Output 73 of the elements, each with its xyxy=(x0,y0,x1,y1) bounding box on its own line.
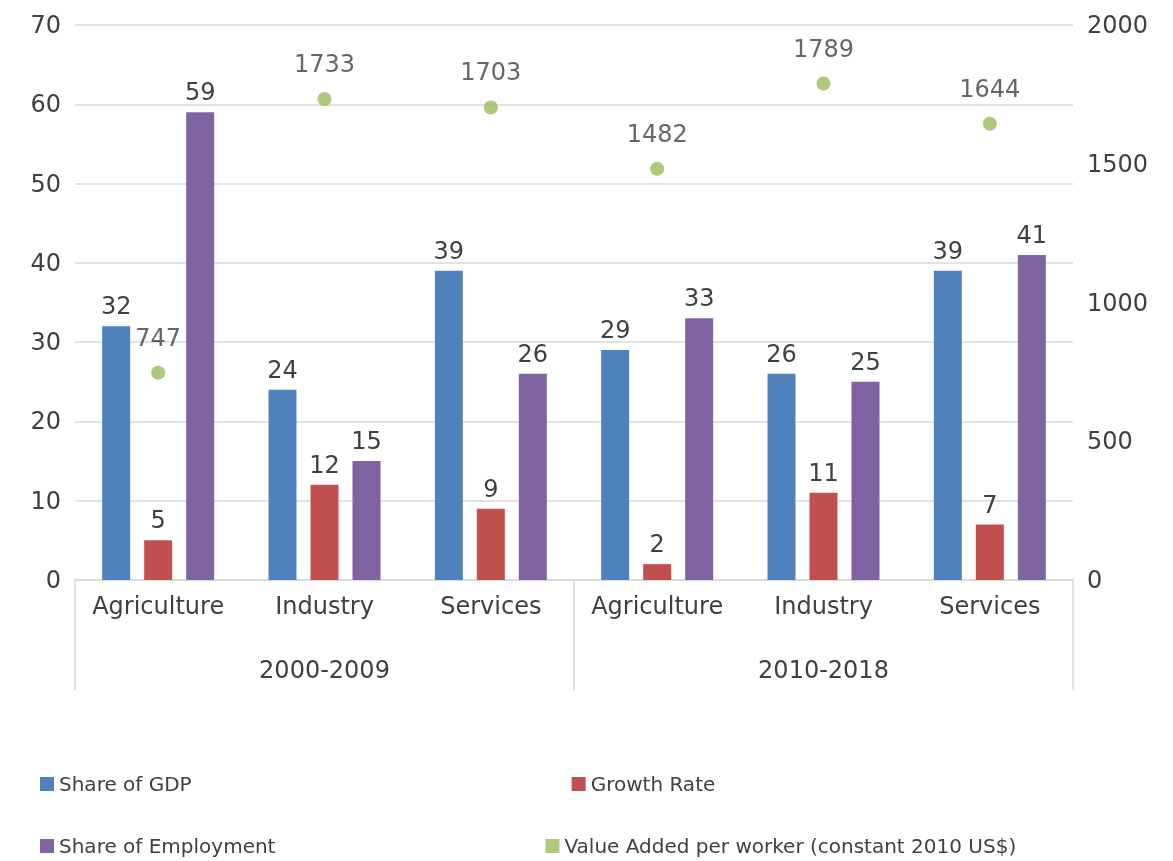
bar xyxy=(809,492,838,580)
x-tick-label: Industry xyxy=(774,592,873,620)
y-tick-label: 30 xyxy=(30,328,61,357)
bar xyxy=(518,373,547,580)
data-label: 24 xyxy=(267,355,298,384)
data-label: 29 xyxy=(599,316,631,345)
bar xyxy=(685,318,714,580)
point xyxy=(151,365,166,380)
y-tick-label: 20 xyxy=(30,407,61,436)
y2-tick-label: 500 xyxy=(1087,427,1133,456)
bar xyxy=(434,270,463,580)
bar xyxy=(851,381,880,580)
y2-tick-label: 1000 xyxy=(1087,288,1149,317)
bar xyxy=(975,524,1004,580)
bar xyxy=(268,389,297,580)
data-label: 11 xyxy=(808,458,839,487)
legend-label: Share of GDP xyxy=(59,772,192,796)
data-label: 26 xyxy=(517,339,549,368)
bar xyxy=(144,540,173,580)
data-label: 747 xyxy=(135,323,182,352)
text: 2010-2018 xyxy=(758,656,889,684)
data-label: 1644 xyxy=(959,74,1021,103)
bar xyxy=(933,270,962,580)
point xyxy=(816,76,831,91)
y2-tick-label: 2000 xyxy=(1087,11,1149,39)
legend-label: Share of Employment xyxy=(59,834,276,858)
data-label: 5 xyxy=(150,506,166,535)
x-tick-label: Agriculture xyxy=(92,592,225,620)
bar xyxy=(476,508,505,580)
data-label: 9 xyxy=(483,474,499,503)
bar xyxy=(186,112,215,580)
bar xyxy=(767,373,796,580)
data-label: 32 xyxy=(100,292,132,321)
legend-label: Value Added per worker (constant 2010 US$) xyxy=(564,834,1017,858)
legend-label: Growth Rate xyxy=(590,772,716,796)
y-tick-label: 0 xyxy=(45,566,61,594)
data-label: 1482 xyxy=(626,119,688,148)
point xyxy=(317,92,332,107)
text: 2000-2009 xyxy=(259,656,390,684)
data-label: 33 xyxy=(683,284,715,313)
y-tick-label: 70 xyxy=(30,11,61,39)
data-label: 41 xyxy=(1016,220,1048,249)
point xyxy=(650,161,665,176)
data-label: 39 xyxy=(433,236,465,265)
point xyxy=(483,100,498,115)
data-label: 59 xyxy=(184,78,216,107)
y-tick-label: 60 xyxy=(30,90,61,119)
x-tick-label: Services xyxy=(440,592,542,620)
data-label: 39 xyxy=(932,236,964,265)
data-label: 15 xyxy=(351,427,382,456)
point xyxy=(982,116,997,131)
bar xyxy=(643,564,672,580)
x-tick-label: Agriculture xyxy=(591,592,724,620)
data-label: 1703 xyxy=(460,58,522,87)
data-label: 12 xyxy=(309,450,340,479)
x-tick-label: Services xyxy=(939,592,1041,620)
y-tick-label: 50 xyxy=(30,169,61,198)
bar xyxy=(102,326,131,580)
data-label: 1733 xyxy=(293,50,356,79)
y-tick-label: 40 xyxy=(30,248,61,277)
bar xyxy=(1017,254,1046,580)
y2-tick-label: 1500 xyxy=(1087,149,1149,178)
data-label: 1789 xyxy=(792,34,855,63)
data-label: 26 xyxy=(766,339,797,368)
x-tick-label: Industry xyxy=(275,592,374,620)
y-tick-label: 10 xyxy=(30,486,61,515)
data-label: 2 xyxy=(649,530,665,559)
bar xyxy=(352,461,381,580)
y2-tick-label: 0 xyxy=(1087,566,1103,594)
bar xyxy=(601,350,630,580)
bar xyxy=(310,484,339,580)
data-label: 7 xyxy=(982,490,998,519)
data-label: 25 xyxy=(850,347,881,376)
